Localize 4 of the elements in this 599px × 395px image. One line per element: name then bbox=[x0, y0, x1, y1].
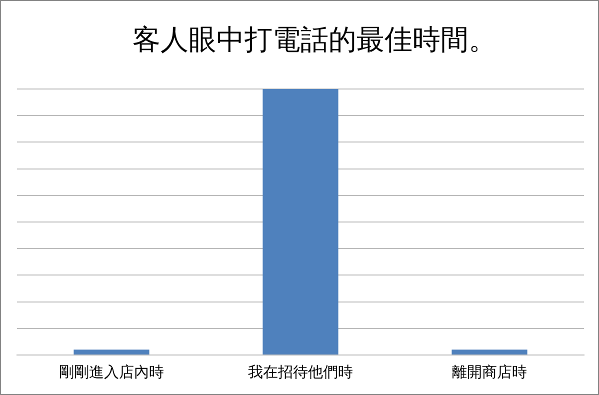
x-tick-label: 剛剛進入店內時 bbox=[59, 362, 164, 381]
x-tick-label: 我在招待他們時 bbox=[248, 362, 353, 381]
x-tick-label: 離開商店時 bbox=[452, 362, 527, 381]
chart-title: 客人眼中打電話的最佳時間。 bbox=[132, 22, 498, 58]
